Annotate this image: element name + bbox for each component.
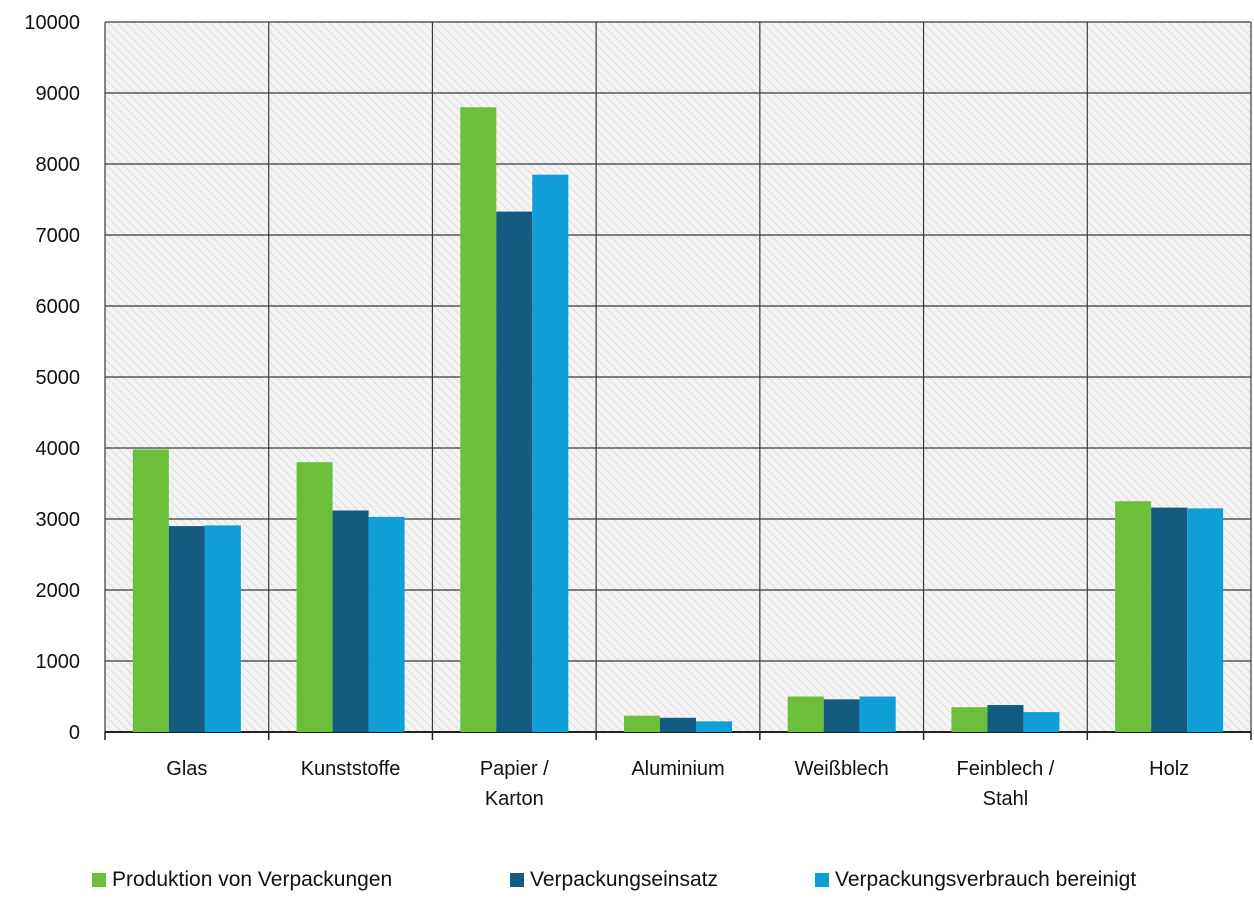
category-label: Aluminium — [631, 758, 724, 780]
bar-1-2 — [496, 211, 533, 732]
x-axis-labels: Glas Kunststoffe Papier / Karton Aluminium We… — [166, 758, 1189, 810]
bar-1-1 — [332, 510, 369, 732]
bars — [132, 107, 1224, 732]
legend-item: Verpackungseinsatz — [510, 868, 718, 892]
legend-label: Produktion von Verpackungen — [112, 868, 393, 891]
y-tick-label: 2000 — [36, 580, 81, 602]
bar-2-2 — [532, 174, 569, 732]
bar-1-5 — [987, 705, 1024, 732]
bar-1-0 — [168, 526, 205, 732]
y-tick-label: 10000 — [24, 12, 80, 34]
bar-0-0 — [132, 449, 169, 732]
legend-swatch — [92, 873, 106, 887]
legend-label: Verpackungsverbrauch bereinigt — [835, 868, 1137, 891]
grid — [104, 21, 1252, 740]
bar-0-1 — [296, 462, 333, 732]
legend-item: Produktion von Verpackungen — [92, 868, 392, 892]
bar-2-5 — [1023, 712, 1060, 732]
category-label: Feinblech / Stahl — [957, 758, 1055, 810]
y-tick-label: 5000 — [36, 367, 81, 389]
y-tick-label: 1000 — [36, 651, 81, 673]
category-label: Kunststoffe — [301, 758, 401, 780]
category-label: Glas — [166, 758, 207, 780]
category-label: Papier / Karton — [480, 758, 549, 810]
bar-2-0 — [204, 525, 241, 732]
bar-0-3 — [624, 715, 660, 732]
y-tick-label: 3000 — [36, 509, 81, 531]
bar-0-4 — [787, 696, 824, 732]
legend: Produktion von Verpackungen Verpackungsei… — [0, 868, 1254, 898]
y-tick-label: 7000 — [36, 225, 81, 247]
y-tick-label: 4000 — [36, 438, 81, 460]
y-tick-label: 8000 — [36, 154, 81, 176]
bar-2-3 — [696, 721, 732, 732]
bar-1-4 — [823, 699, 860, 732]
legend-swatch — [510, 873, 524, 887]
y-tick-label: 6000 — [36, 296, 81, 318]
legend-item: Verpackungsverbrauch bereinigt — [815, 868, 1136, 892]
y-tick-label: 0 — [69, 722, 80, 744]
bar-2-1 — [368, 516, 405, 732]
bar-0-5 — [951, 707, 988, 732]
category-label: Holz — [1149, 758, 1189, 780]
bar-0-6 — [1115, 501, 1152, 732]
bar-2-6 — [1187, 508, 1224, 732]
bar-1-6 — [1151, 507, 1188, 732]
category-label: Weißblech — [795, 758, 889, 780]
bar-1-3 — [660, 717, 696, 732]
y-tick-label: 9000 — [36, 83, 81, 105]
bar-0-2 — [460, 107, 497, 732]
legend-swatch — [815, 873, 829, 887]
bar-chart: 0 1000 2000 3000 4000 5000 6000 7000 8000 9000 100… — [24, 12, 1252, 810]
y-axis-ticks: 0 1000 2000 3000 4000 5000 6000 7000 8000 9000 100… — [24, 12, 80, 744]
legend-label: Verpackungseinsatz — [530, 868, 718, 891]
bar-2-4 — [859, 696, 896, 732]
